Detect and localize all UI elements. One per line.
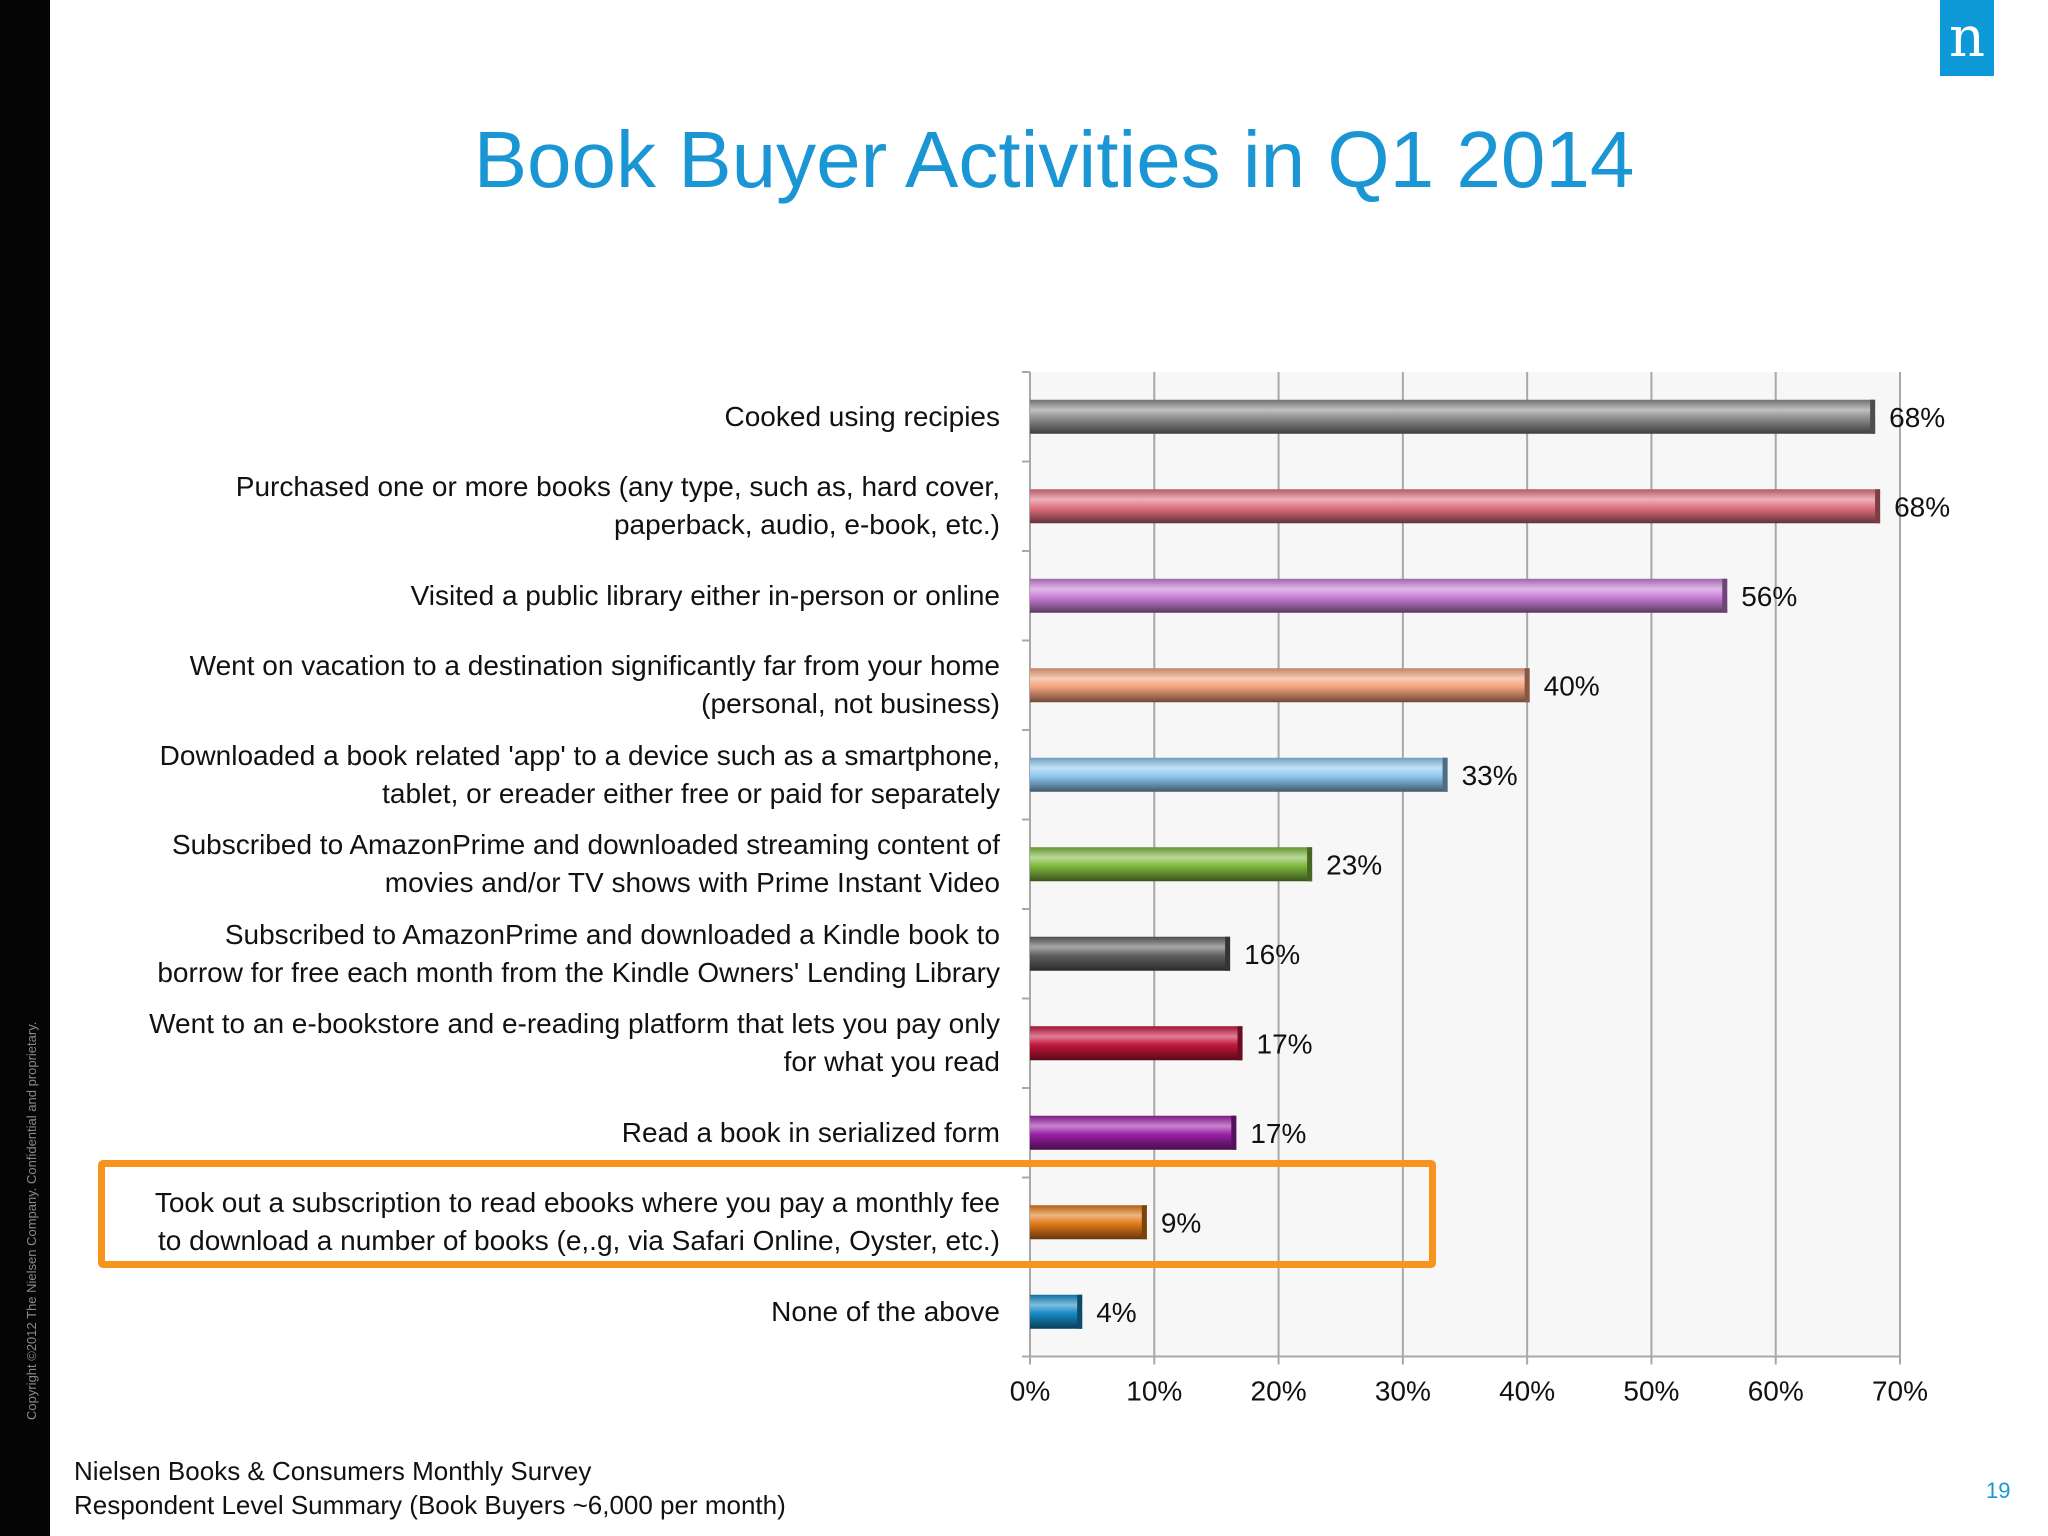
bar-end-cap <box>1141 1205 1147 1240</box>
bar <box>1030 578 1728 613</box>
category-label-line: Cooked using recipies <box>724 400 1001 432</box>
x-tick-label: 60% <box>1748 1376 1804 1407</box>
category-label-line: tablet, or ereader either free or paid f… <box>382 777 1000 809</box>
bar <box>1030 1026 1243 1061</box>
bar-end-cap <box>1077 1294 1083 1329</box>
category-label-line: Downloaded a book related 'app' to a dev… <box>159 739 1000 771</box>
bar-end-cap <box>1237 1026 1243 1061</box>
bar <box>1030 399 1876 434</box>
slide-title: Book Buyer Activities in Q1 2014 <box>473 115 1635 204</box>
bar <box>1030 668 1530 703</box>
bar <box>1030 1205 1147 1240</box>
category-label-line: None of the above <box>771 1295 1000 1327</box>
category-label: Cooked using recipies <box>60 398 1001 436</box>
category-label-line: Purchased one or more books (any type, s… <box>235 471 1000 503</box>
category-label-line: paperback, audio, e-book, etc.) <box>613 509 1000 541</box>
data-label: 68% <box>1894 491 1950 522</box>
footnote-sample: Respondent Level Summary (Book Buyers ~6… <box>74 1490 786 1520</box>
data-label: 16% <box>1244 939 1300 970</box>
category-label: Purchased one or more books (any type, s… <box>60 468 1000 544</box>
category-label: Read a book in serialized form <box>60 1114 1000 1152</box>
bar-end-cap <box>1231 1115 1237 1150</box>
data-label: 40% <box>1544 670 1600 701</box>
x-tick-label: 50% <box>1623 1376 1679 1407</box>
category-label: Went on vacation to a destination signif… <box>60 647 1000 723</box>
category-label-line: Subscribed to AmazonPrime and downloaded… <box>224 918 1000 950</box>
category-label: Went to an e-bookstore and e-reading pla… <box>60 1005 1000 1081</box>
category-label-line: for what you read <box>783 1046 1000 1078</box>
x-tick-label: 40% <box>1499 1376 1555 1407</box>
category-label: Subscribed to AmazonPrime and downloaded… <box>60 916 1000 992</box>
bar-end-cap <box>1442 757 1448 792</box>
footnote: Nielsen Books & Consumers Monthly Survey… <box>74 1454 786 1522</box>
data-label: 9% <box>1161 1207 1201 1238</box>
bar <box>1030 1294 1083 1329</box>
x-tick-label: 30% <box>1375 1376 1431 1407</box>
category-label-line: (personal, not business) <box>701 688 1000 720</box>
bar <box>1030 1115 1237 1150</box>
category-label-line: movies and/or TV shows with Prime Instan… <box>384 867 1000 899</box>
data-label: 4% <box>1096 1297 1136 1328</box>
category-label-line: Read a book in serialized form <box>621 1116 1000 1148</box>
bar <box>1030 847 1313 882</box>
category-label-line: Took out a subscription to read ebooks w… <box>154 1187 1000 1219</box>
bar-end-cap <box>1307 847 1313 882</box>
data-label: 56% <box>1741 581 1797 612</box>
bar-end-cap <box>1875 489 1881 524</box>
bar <box>1030 936 1231 971</box>
bar-end-cap <box>1524 668 1530 703</box>
page-number: 19 <box>1986 1478 2011 1503</box>
bar <box>1030 757 1448 792</box>
category-label-line: borrow for free each month from the Kind… <box>157 956 1000 988</box>
category-label: Visited a public library either in-perso… <box>60 577 1000 615</box>
category-label: Downloaded a book related 'app' to a dev… <box>60 737 1000 813</box>
bar-end-cap <box>1722 578 1728 613</box>
x-tick-label: 70% <box>1872 1376 1928 1407</box>
category-label-line: to download a number of books (e,.g, via… <box>158 1225 1000 1257</box>
data-label: 23% <box>1326 849 1382 880</box>
left-sidebar-bar: Copyright ©2012 The Nielsen Company. Con… <box>0 0 50 1536</box>
data-label: 17% <box>1257 1028 1313 1059</box>
x-tick-label: 20% <box>1251 1376 1307 1407</box>
category-label: Subscribed to AmazonPrime and downloaded… <box>60 826 1000 902</box>
category-label: Took out a subscription to read ebooks w… <box>60 1184 1000 1260</box>
x-tick-label: 10% <box>1126 1376 1182 1407</box>
category-label: None of the above <box>60 1293 1000 1331</box>
category-label-line: Visited a public library either in-perso… <box>410 579 1000 611</box>
category-label-line: Subscribed to AmazonPrime and downloaded… <box>171 829 1000 861</box>
bar-end-cap <box>1225 936 1231 971</box>
bar <box>1030 489 1881 524</box>
category-label-line: Went to an e-bookstore and e-reading pla… <box>149 1008 1000 1040</box>
highlight-box <box>98 1160 1436 1268</box>
category-label-line: Went on vacation to a destination signif… <box>189 650 1000 682</box>
footnote-source: Nielsen Books & Consumers Monthly Survey <box>74 1456 592 1486</box>
data-label: 33% <box>1462 760 1518 791</box>
x-tick-label: 0% <box>1010 1376 1050 1407</box>
data-label: 17% <box>1250 1118 1306 1149</box>
bar-end-cap <box>1870 399 1876 434</box>
data-label: 68% <box>1889 402 1945 433</box>
nielsen-logo-icon: n <box>1940 0 1994 76</box>
